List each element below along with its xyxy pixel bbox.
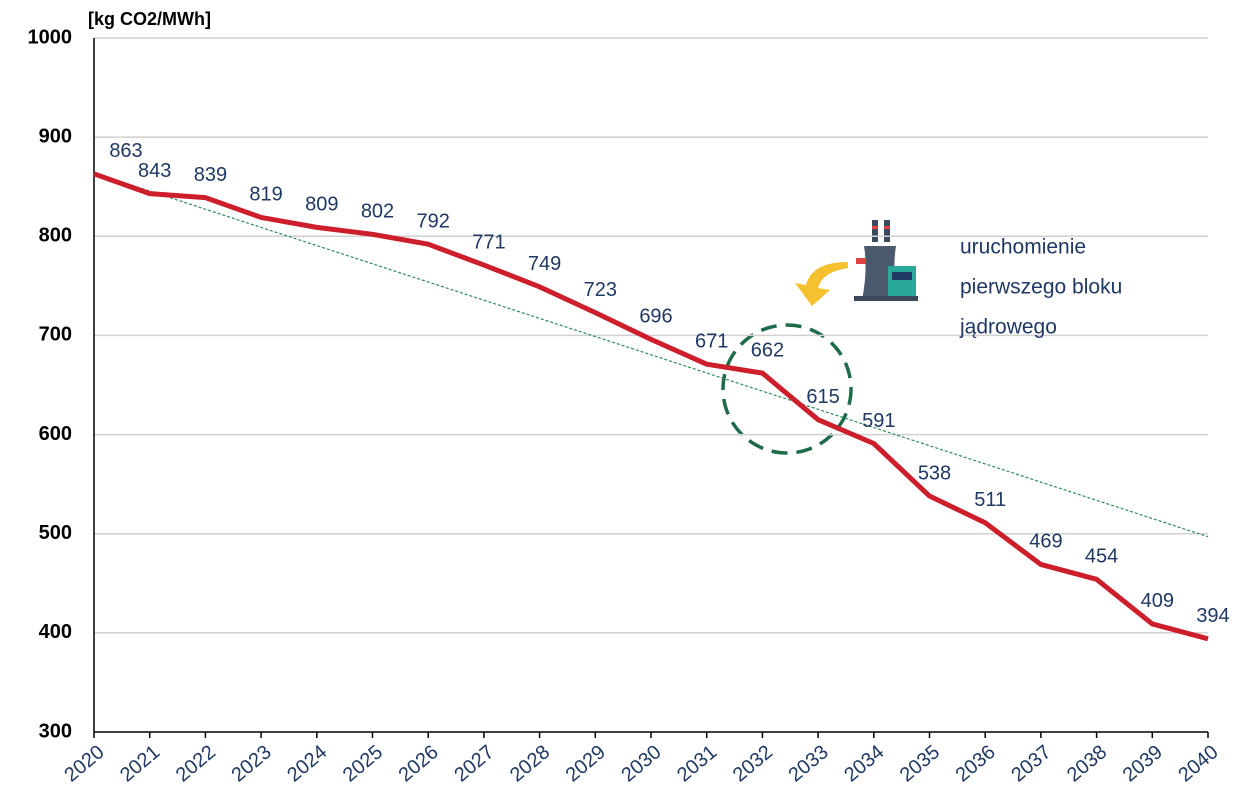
x-tick-label: 2039 <box>1119 741 1167 786</box>
plant-icon <box>854 220 918 301</box>
y-tick-label: 300 <box>39 720 72 742</box>
x-tick-label: 2037 <box>1007 741 1055 786</box>
x-tick-label: 2038 <box>1063 741 1111 786</box>
y-tick-label: 1000 <box>28 26 73 48</box>
data-label: 839 <box>194 164 227 186</box>
arrow-icon <box>795 262 848 306</box>
x-tick-label: 2029 <box>562 741 610 786</box>
data-label: 615 <box>806 386 839 408</box>
x-tick-label: 2033 <box>784 741 832 786</box>
x-tick-label: 2028 <box>506 741 554 786</box>
data-label: 394 <box>1196 605 1229 627</box>
data-label: 662 <box>751 339 784 361</box>
data-label: 723 <box>584 279 617 301</box>
annotation: jądrowego <box>959 316 1057 339</box>
x-tick-label: 2020 <box>60 741 108 786</box>
trend-line <box>93 172 1209 538</box>
data-label: 409 <box>1141 590 1174 612</box>
x-tick-label: 2031 <box>673 741 721 786</box>
highlight-circle <box>721 323 853 455</box>
annotation: uruchomienie <box>960 236 1086 259</box>
y-tick-label: 700 <box>39 324 72 346</box>
x-tick-label: 2035 <box>896 741 944 786</box>
x-tick-label: 2022 <box>172 741 220 786</box>
y-tick-label: 900 <box>39 125 72 147</box>
data-label: 771 <box>472 231 505 253</box>
data-label: 809 <box>305 194 338 216</box>
x-tick-label: 2027 <box>450 741 498 786</box>
y-tick-label: 800 <box>39 225 72 247</box>
data-label: 671 <box>695 330 728 352</box>
x-tick-label: 2036 <box>952 741 1000 786</box>
x-tick-label: 2024 <box>283 741 331 786</box>
x-tick-label: 2032 <box>729 741 777 786</box>
data-label: 749 <box>528 253 561 275</box>
data-label: 538 <box>918 462 951 484</box>
y-tick-label: 600 <box>39 423 72 445</box>
data-label: 591 <box>862 410 895 432</box>
data-line <box>93 171 1209 642</box>
x-tick-label: 2023 <box>227 741 275 786</box>
data-label: 454 <box>1085 546 1118 568</box>
x-tick-label: 2021 <box>116 741 164 786</box>
data-label: 792 <box>417 210 450 232</box>
data-label: 802 <box>361 201 394 223</box>
data-label: 819 <box>249 184 282 206</box>
data-label: 843 <box>138 160 171 182</box>
x-tick-label: 2026 <box>395 741 443 786</box>
x-tick-label: 2025 <box>339 741 387 786</box>
x-tick-label: 2030 <box>617 741 665 786</box>
x-tick-label: 2034 <box>840 741 888 786</box>
data-label: 469 <box>1029 531 1062 553</box>
data-label: 696 <box>639 306 672 328</box>
data-label: 511 <box>974 489 1006 511</box>
y-tick-label: 500 <box>39 522 72 544</box>
annotation: pierwszego bloku <box>960 276 1122 299</box>
data-label: 863 <box>109 140 142 162</box>
y-axis-label: [kg CO2/MWh] <box>88 9 211 29</box>
x-tick-label: 2040 <box>1174 741 1222 786</box>
y-tick-label: 400 <box>39 621 72 643</box>
